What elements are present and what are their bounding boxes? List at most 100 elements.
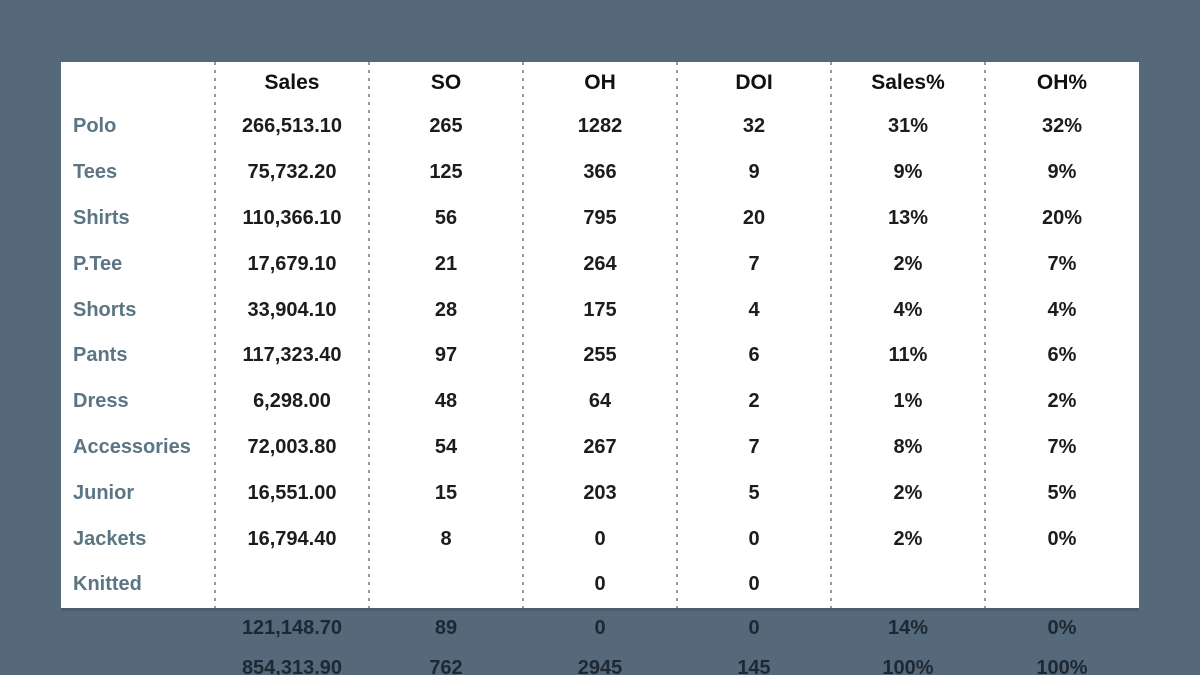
cell-sales: 6,298.00: [253, 390, 331, 413]
cell-sales-pct: 9%: [893, 161, 923, 184]
cell-oh: 2945: [577, 656, 623, 675]
cell-oh-pct: 7%: [1047, 252, 1077, 275]
table-row: Pants 117,323.40 97 255 6 11% 6%: [61, 333, 1139, 379]
column-divider: [984, 62, 986, 608]
row-label: Polo: [73, 115, 117, 138]
cell-doi: 4: [748, 298, 760, 321]
cell-sales: 110,366.10: [242, 206, 342, 229]
cell-sales: 75,732.20: [247, 161, 337, 184]
cell-sales-pct: [831, 562, 985, 608]
cell-so: 125: [429, 161, 463, 184]
cell-doi: 145: [737, 656, 771, 675]
cell-so: 89: [434, 616, 458, 639]
cell-sales-pct: 13%: [887, 206, 929, 229]
cell-oh-pct: 6%: [1047, 344, 1077, 367]
cell-so: [369, 562, 523, 608]
row-label: Pants: [73, 344, 128, 367]
table-footer: 121,148.70 89 0 0 14% 0% 854,313.90 762 …: [61, 608, 1139, 675]
table-body: Polo 266,513.10 265 1282 32 31% 32% Tees…: [61, 104, 1139, 608]
cell-sales-pct: 4%: [893, 298, 923, 321]
cell-oh: 255: [583, 344, 617, 367]
header-oh: OH: [584, 71, 616, 94]
cell-oh: 0: [594, 527, 606, 550]
column-divider: [676, 62, 678, 608]
cell-sales-pct: 14%: [887, 616, 929, 639]
cell-doi: 9: [748, 161, 760, 184]
column-divider: [368, 62, 370, 608]
cell-oh-pct: 100%: [1036, 656, 1088, 675]
header-so: SO: [430, 71, 462, 94]
cell-oh: 0: [594, 573, 606, 596]
header-sales: Sales: [264, 71, 320, 94]
cell-doi: 7: [748, 252, 760, 275]
cell-doi: 0: [748, 527, 760, 550]
cell-doi: 0: [748, 573, 760, 596]
table-row: Accessories 72,003.80 54 267 7 8% 7%: [61, 425, 1139, 471]
cell-sales: 266,513.10: [241, 115, 343, 138]
cell-so: 48: [434, 390, 458, 413]
cell-doi: 0: [748, 616, 760, 639]
cell-oh: 264: [583, 252, 617, 275]
cell-sales: 16,551.00: [247, 481, 337, 504]
cell-oh: 795: [583, 206, 617, 229]
cell-sales: 33,904.10: [247, 298, 337, 321]
row-label: P.Tee: [73, 252, 123, 275]
table-row: Polo 266,513.10 265 1282 32 31% 32%: [61, 104, 1139, 150]
cell-so: 8: [440, 527, 452, 550]
cell-sales-pct: 11%: [888, 344, 928, 367]
cell-doi: 20: [742, 206, 766, 229]
cell-so: 28: [434, 298, 458, 321]
column-divider: [522, 62, 524, 608]
cell-sales: 16,794.40: [247, 527, 337, 550]
cell-doi: 5: [748, 481, 760, 504]
cell-oh-pct: 2%: [1047, 390, 1077, 413]
cell-oh-pct: 0%: [1047, 527, 1077, 550]
cell-sales-pct: 2%: [893, 481, 923, 504]
row-label: Knitted: [73, 573, 142, 596]
table-row: Shirts 110,366.10 56 795 20 13% 20%: [61, 196, 1139, 242]
cell-so: 97: [434, 344, 458, 367]
cell-so: 15: [434, 481, 458, 504]
header-doi: DOI: [735, 71, 773, 94]
cell-oh-pct: 20%: [1041, 206, 1083, 229]
cell-sales-pct: 31%: [887, 115, 929, 138]
cell-oh-pct: 9%: [1047, 161, 1077, 184]
column-divider: [830, 62, 832, 608]
row-label: Jackets: [73, 527, 147, 550]
cell-doi: 32: [742, 115, 766, 138]
cell-oh: 203: [583, 481, 617, 504]
row-label: Dress: [73, 390, 129, 413]
cell-so: 265: [429, 115, 463, 138]
table-row: 854,313.90 762 2945 145 100% 100%: [61, 648, 1139, 675]
table-row: Knitted 0 0: [61, 562, 1139, 608]
row-label: [61, 608, 215, 648]
row-label: [61, 648, 215, 675]
cell-so: 56: [434, 206, 458, 229]
cell-oh-pct: 5%: [1047, 481, 1077, 504]
cell-sales: 121,148.70: [241, 616, 343, 639]
cell-so: 762: [429, 656, 463, 675]
cell-doi: 6: [748, 344, 760, 367]
table-row: Jackets 16,794.40 8 0 0 2% 0%: [61, 516, 1139, 562]
row-label: Accessories: [73, 435, 191, 458]
cell-sales: 854,313.90: [241, 656, 343, 675]
cell-oh-pct: 7%: [1047, 435, 1077, 458]
cell-oh: 366: [583, 161, 617, 184]
cell-sales-pct: 1%: [893, 390, 923, 413]
row-label: Shirts: [73, 206, 130, 229]
table-row: P.Tee 17,679.10 21 264 7 2% 7%: [61, 241, 1139, 287]
header-sales-pct: Sales%: [871, 71, 945, 94]
cell-oh-pct: 32%: [1041, 115, 1083, 138]
cell-oh: 267: [583, 435, 617, 458]
table-row: Shorts 33,904.10 28 175 4 4% 4%: [61, 287, 1139, 333]
cell-sales: 72,003.80: [247, 435, 337, 458]
cell-oh: 64: [588, 390, 612, 413]
cell-so: 21: [434, 252, 458, 275]
table-row: Tees 75,732.20 125 366 9 9% 9%: [61, 150, 1139, 196]
table-card: Sales SO OH DOI Sales% OH% Polo 266,513.…: [61, 62, 1139, 608]
header-oh-pct: OH%: [1036, 71, 1088, 94]
table-row: Junior 16,551.00 15 203 5 2% 5%: [61, 470, 1139, 516]
table-row: 121,148.70 89 0 0 14% 0%: [61, 608, 1139, 648]
cell-oh-pct: [985, 562, 1139, 608]
